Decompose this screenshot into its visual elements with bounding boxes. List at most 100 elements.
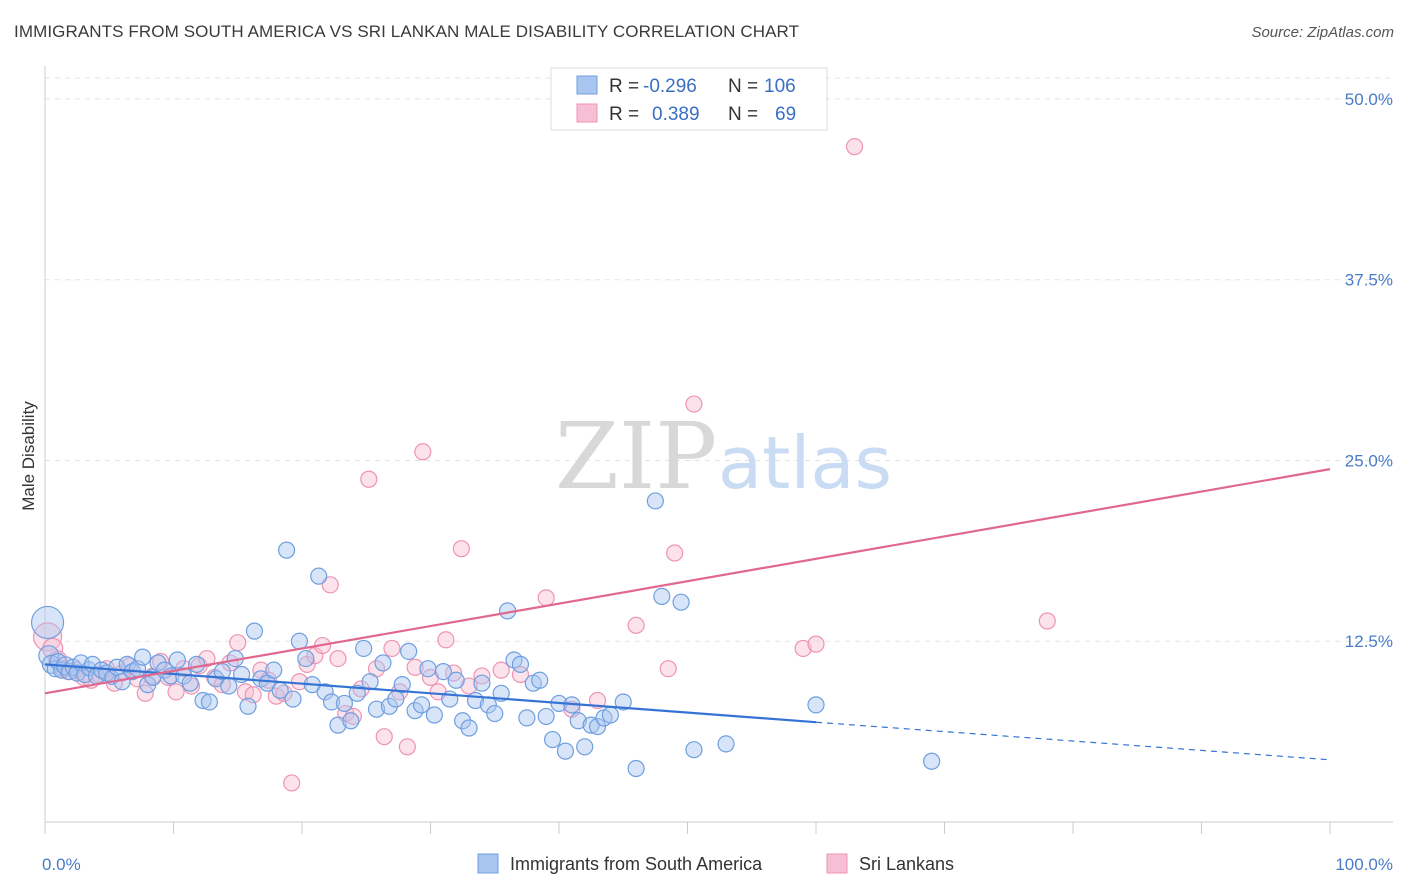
legend-n-label-2: N = bbox=[728, 104, 758, 125]
point-sri-lankan bbox=[32, 622, 63, 652]
point-south-america bbox=[310, 567, 328, 585]
point-sri-lankan bbox=[794, 639, 812, 658]
point-south-america bbox=[200, 693, 219, 711]
point-south-america bbox=[582, 716, 600, 734]
point-south-america bbox=[685, 741, 703, 759]
point-south-america bbox=[406, 702, 424, 720]
point-south-america bbox=[576, 738, 594, 756]
point-south-america bbox=[277, 541, 296, 559]
point-sri-lankan bbox=[383, 639, 401, 658]
point-south-america bbox=[614, 693, 632, 711]
legend: R = -0.296 N = 106 R = 0.389 N = 69 bbox=[550, 67, 828, 131]
legend-n-value-1: 106 bbox=[764, 76, 796, 97]
point-south-america bbox=[454, 712, 472, 730]
point-south-america bbox=[556, 742, 575, 760]
legend-r-value-1: -0.296 bbox=[643, 76, 697, 97]
y-tick-label: 37.5% bbox=[1345, 271, 1393, 290]
point-sri-lankan bbox=[807, 635, 825, 653]
point-south-america bbox=[419, 660, 437, 678]
y-tick-label: 25.0% bbox=[1345, 451, 1393, 470]
x-tick-label: 100.0% bbox=[1335, 855, 1393, 874]
point-south-america bbox=[342, 712, 360, 730]
point-south-america bbox=[393, 676, 411, 694]
source-label: Source: ZipAtlas.com bbox=[1251, 24, 1394, 41]
point-south-america bbox=[425, 706, 443, 724]
trend-line-south-america bbox=[44, 663, 817, 724]
bottom-legend-swatch-blue bbox=[477, 853, 499, 874]
legend-r-label-2: R = bbox=[609, 104, 639, 125]
point-south-america bbox=[297, 649, 315, 668]
point-south-america bbox=[531, 671, 549, 689]
point-south-america bbox=[149, 654, 167, 672]
point-sri-lankan bbox=[375, 728, 393, 746]
point-south-america bbox=[367, 700, 386, 718]
point-south-america bbox=[601, 706, 620, 724]
point-sri-lankan bbox=[511, 665, 530, 684]
point-south-america bbox=[518, 709, 536, 727]
point-south-america bbox=[355, 639, 373, 658]
point-south-america bbox=[511, 655, 530, 673]
point-south-america bbox=[646, 492, 664, 510]
point-sri-lankan bbox=[360, 470, 378, 488]
point-sri-lankan bbox=[659, 660, 677, 678]
point-south-america bbox=[322, 693, 341, 711]
trend-line-sri-lankan bbox=[44, 468, 1331, 695]
point-south-america bbox=[807, 696, 825, 714]
y-tick-label: 50.0% bbox=[1345, 90, 1393, 109]
point-south-america bbox=[316, 683, 334, 701]
bottom-legend-swatch-pink bbox=[826, 853, 848, 874]
point-south-america bbox=[653, 587, 671, 606]
point-sri-lankan bbox=[845, 138, 864, 156]
point-sri-lankan bbox=[229, 634, 247, 652]
watermark-atlas: atlas bbox=[718, 421, 892, 505]
point-south-america bbox=[412, 696, 431, 714]
point-south-america bbox=[569, 712, 587, 730]
point-south-america bbox=[194, 691, 212, 710]
point-sri-lankan bbox=[167, 683, 185, 701]
point-south-america bbox=[672, 593, 690, 611]
trend-line-south-america-extension bbox=[815, 721, 1331, 761]
point-south-america bbox=[380, 697, 398, 715]
point-sri-lankan bbox=[537, 589, 555, 607]
point-south-america bbox=[717, 735, 735, 753]
point-south-america bbox=[460, 719, 478, 737]
point-sri-lankan bbox=[290, 673, 309, 691]
legend-swatch-blue bbox=[576, 75, 598, 95]
point-south-america bbox=[387, 690, 405, 708]
point-south-america bbox=[265, 661, 283, 679]
point-south-america bbox=[627, 759, 645, 778]
bottom-legend-label-1: Immigrants from South America bbox=[510, 854, 763, 874]
watermark: ZIP atlas bbox=[555, 403, 892, 510]
y-axis-label: Male Disability bbox=[19, 401, 38, 511]
point-sri-lankan bbox=[492, 661, 510, 679]
point-south-america bbox=[134, 648, 152, 666]
point-south-america bbox=[473, 674, 491, 692]
bottom-legend-label-2: Sri Lankans bbox=[859, 854, 954, 874]
point-south-america bbox=[434, 662, 452, 681]
point-south-america bbox=[181, 674, 199, 692]
point-south-america bbox=[239, 697, 257, 715]
point-sri-lankan bbox=[1038, 612, 1056, 630]
point-south-america bbox=[188, 655, 206, 673]
point-south-america bbox=[284, 690, 302, 708]
point-sri-lankan bbox=[283, 774, 301, 792]
point-south-america bbox=[168, 651, 186, 669]
tick-labels: 12.5% 25.0% 37.5% 50.0% 0.0% 100.0% bbox=[42, 90, 1393, 874]
point-south-america bbox=[537, 707, 555, 726]
point-sri-lankan bbox=[437, 631, 455, 649]
point-sri-lankan bbox=[414, 443, 432, 461]
point-south-america bbox=[486, 704, 504, 723]
point-sri-lankan bbox=[329, 649, 347, 668]
x-tick-label: 0.0% bbox=[42, 855, 81, 874]
y-tick-label: 12.5% bbox=[1345, 632, 1393, 651]
chart-title: IMMIGRANTS FROM SOUTH AMERICA VS SRI LAN… bbox=[14, 22, 800, 41]
point-sri-lankan bbox=[398, 738, 416, 756]
point-sri-lankan bbox=[627, 616, 645, 634]
bottom-legend: Immigrants from South America Sri Lankan… bbox=[477, 853, 954, 874]
point-south-america bbox=[588, 717, 607, 736]
point-south-america bbox=[543, 730, 562, 749]
data-points bbox=[30, 138, 1056, 792]
point-sri-lankan bbox=[452, 540, 470, 558]
legend-swatch-pink bbox=[576, 103, 598, 123]
